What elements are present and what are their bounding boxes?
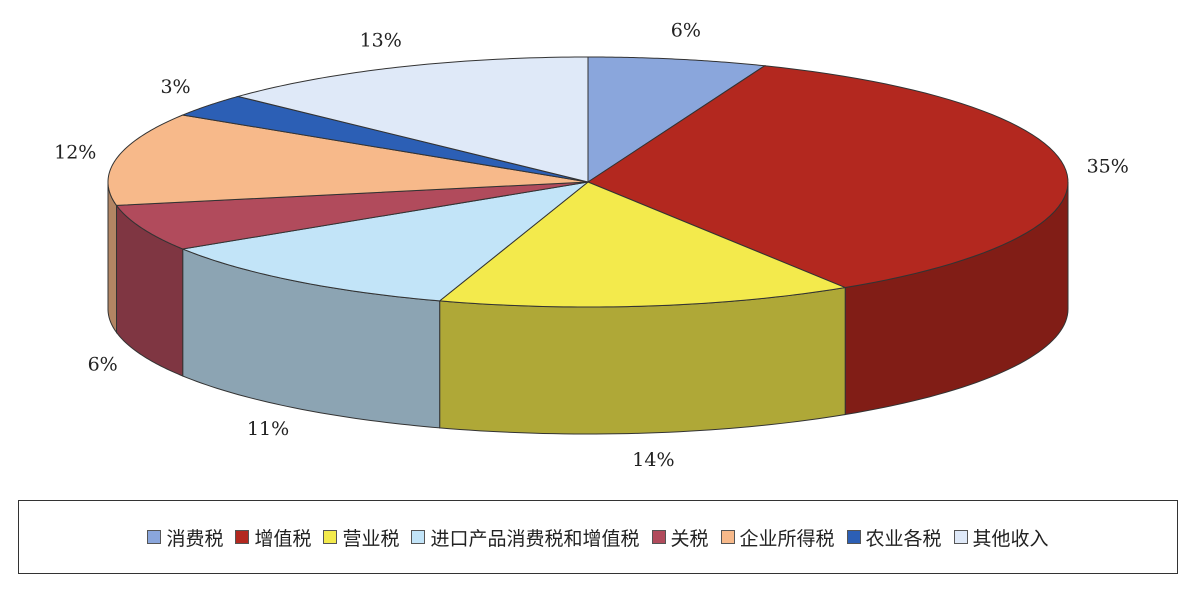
- legend-label: 消费税: [166, 527, 224, 550]
- legend-item: 关税: [651, 524, 709, 551]
- pie-slice: [586, 65, 1069, 289]
- pie-slice: [107, 114, 589, 206]
- legend-item: 进口产品消费税和增值税: [411, 524, 640, 551]
- legend-label: 企业所得税: [739, 527, 835, 550]
- data-label: 11%: [247, 418, 289, 440]
- legend-label: 农业各税: [865, 527, 942, 550]
- legend-swatch: [846, 530, 861, 544]
- data-label: 6%: [671, 20, 701, 42]
- legend-label: 增值税: [254, 527, 312, 550]
- chart: 6% 35% 14% 11% 6% 12% 3% 13%: [54, 20, 1129, 471]
- legend-item: 其他收入: [953, 524, 1049, 551]
- data-label: 12%: [54, 141, 96, 163]
- legend-swatch: [720, 530, 735, 544]
- legend-label: 营业税: [342, 527, 400, 550]
- legend-item: 营业税: [323, 524, 399, 551]
- legend-label: 关税: [670, 527, 709, 550]
- pie-slice: [236, 56, 589, 183]
- legend: 消费税 增值税 营业税 进口产品消费税和增值税 关税 企业所得税 农业各税 其他收入: [18, 500, 1178, 574]
- pie-slice: [180, 95, 589, 183]
- pie-slice: [587, 56, 767, 183]
- pie-slice-side: [439, 286, 846, 435]
- pie-slice: [115, 181, 589, 250]
- legend-item: 消费税: [147, 524, 223, 551]
- pie-slice: [438, 181, 848, 308]
- data-label: 14%: [632, 449, 674, 471]
- data-label: 3%: [160, 76, 190, 98]
- legend-swatch: [235, 530, 250, 544]
- legend-label: 其他收入: [972, 527, 1049, 550]
- data-label: 13%: [360, 30, 402, 52]
- legend-swatch: [147, 530, 162, 544]
- data-label: 35%: [1087, 156, 1129, 178]
- legend-item: 农业各税: [846, 524, 942, 551]
- legend-swatch: [651, 530, 666, 544]
- legend-swatch: [323, 530, 338, 544]
- pie-slice-side: [107, 181, 118, 334]
- legend-swatch: [953, 530, 968, 544]
- legend-label: 进口产品消费税和增值税: [430, 527, 640, 550]
- legend-swatch: [411, 530, 426, 544]
- data-label: 6%: [88, 353, 118, 375]
- pie-slice: [180, 181, 590, 302]
- legend-item: 增值税: [235, 524, 311, 551]
- legend-item: 企业所得税: [720, 524, 835, 551]
